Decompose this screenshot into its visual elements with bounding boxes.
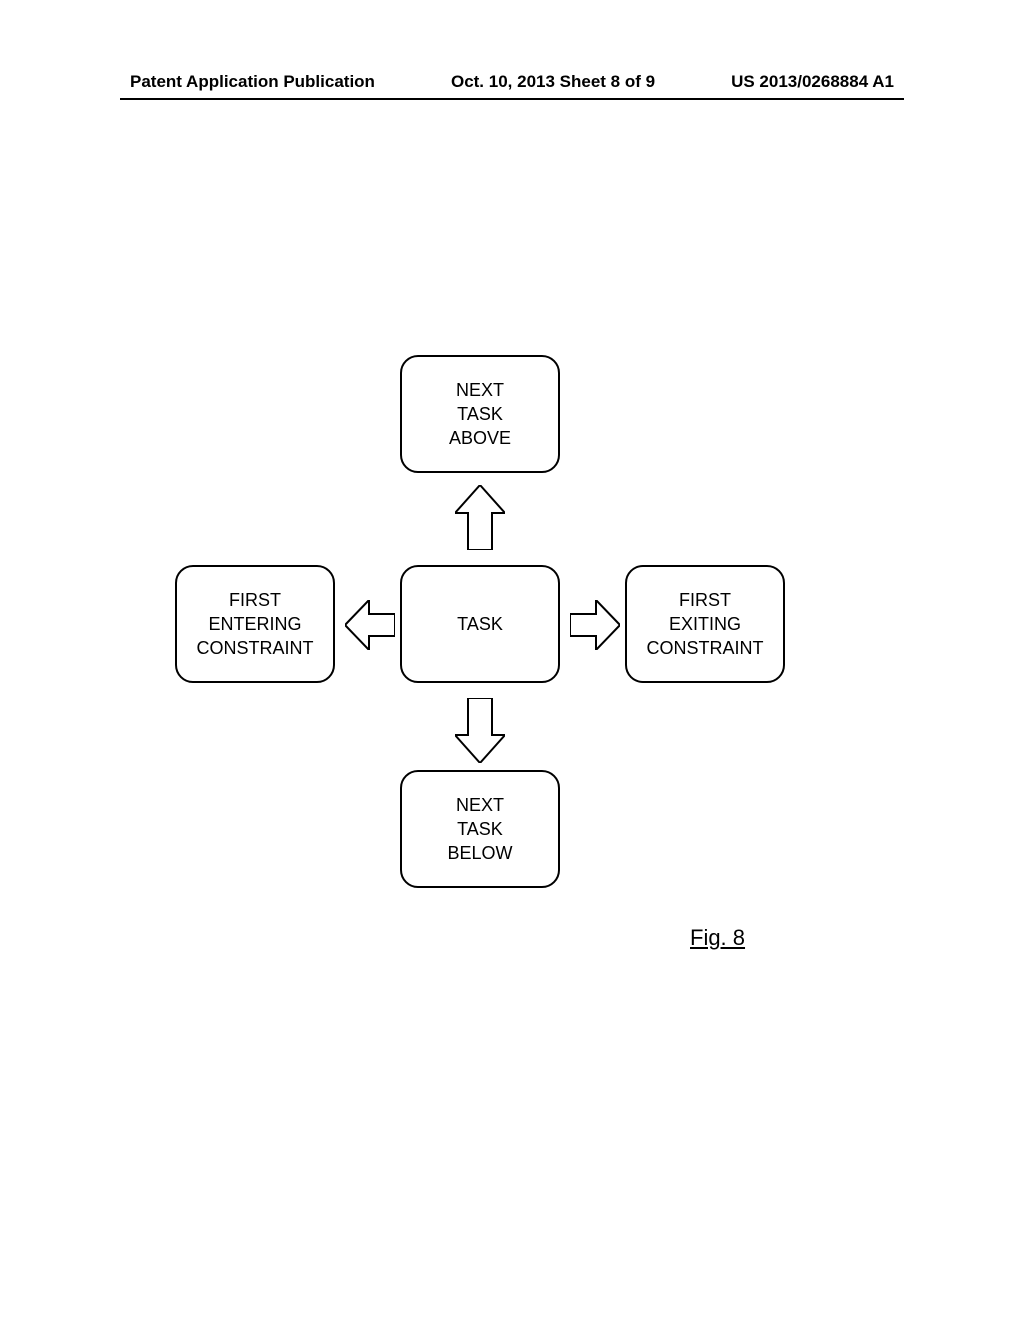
arrow-right-icon <box>570 600 620 650</box>
figure-label: Fig. 8 <box>690 925 745 951</box>
arrow-down-icon <box>455 698 505 763</box>
node-next-task-below-label: NEXTTASKBELOW <box>447 793 512 866</box>
figure-8-diagram: TASK NEXTTASKABOVE NEXTTASKBELOW FIRSTEN… <box>0 0 1024 1320</box>
page: Patent Application Publication Oct. 10, … <box>0 0 1024 1320</box>
node-first-entering-constraint-label: FIRSTENTERINGCONSTRAINT <box>197 588 314 661</box>
arrow-left-icon <box>345 600 395 650</box>
node-first-exiting-constraint: FIRSTEXITINGCONSTRAINT <box>625 565 785 683</box>
node-next-task-above: NEXTTASKABOVE <box>400 355 560 473</box>
arrow-up-icon <box>455 485 505 550</box>
node-task-center: TASK <box>400 565 560 683</box>
node-task-center-label: TASK <box>457 612 503 636</box>
node-next-task-below: NEXTTASKBELOW <box>400 770 560 888</box>
node-first-exiting-constraint-label: FIRSTEXITINGCONSTRAINT <box>647 588 764 661</box>
node-next-task-above-label: NEXTTASKABOVE <box>449 378 511 451</box>
node-first-entering-constraint: FIRSTENTERINGCONSTRAINT <box>175 565 335 683</box>
